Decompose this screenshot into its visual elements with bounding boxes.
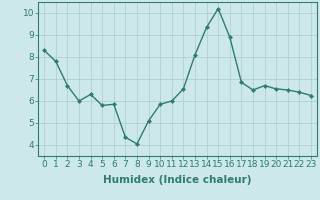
X-axis label: Humidex (Indice chaleur): Humidex (Indice chaleur) [103,175,252,185]
